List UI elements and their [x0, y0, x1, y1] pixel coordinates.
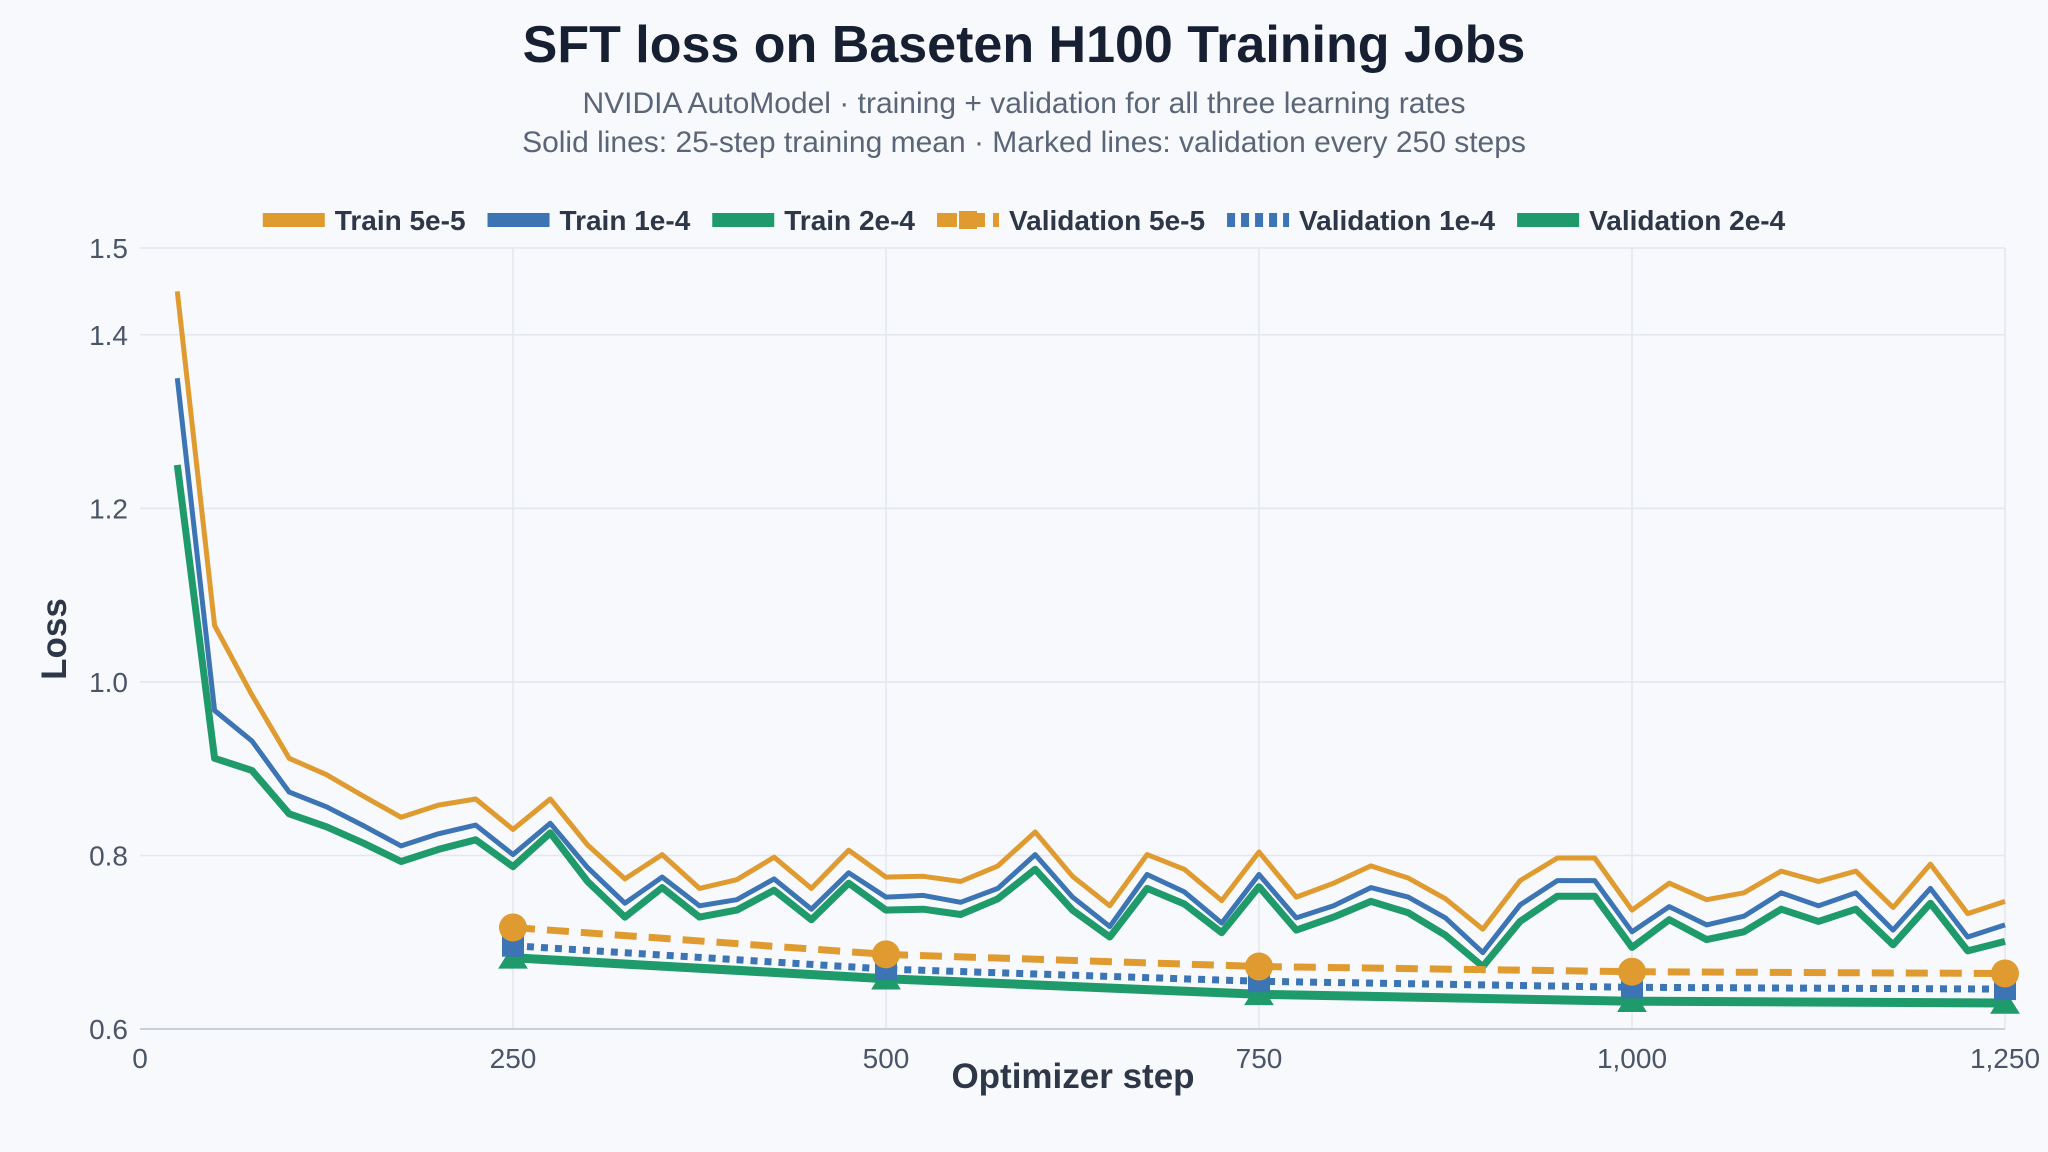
train-1e-4-line — [174, 377, 2006, 956]
y-axis-ticks: 0.6 0.8 1.0 1.2 1.4 1.5 — [89, 233, 128, 1045]
legend-label: Train 1e-4 — [560, 205, 691, 236]
y-tick-label: 0.6 — [89, 1014, 128, 1045]
train-2e-4-line — [173, 464, 2006, 970]
y-tick-label: 1.5 — [89, 233, 128, 264]
validation-5e-5-point — [1991, 959, 2019, 988]
chart-subtitle-line-2: Solid lines: 25-step training mean · Mar… — [522, 126, 1526, 159]
chart-legend: Train 5e-5 Train 1e-4 Train 2e-4 Validation… — [262, 205, 1786, 236]
y-tick-label: 1.2 — [89, 493, 128, 524]
train-5e-5-line — [174, 291, 2006, 932]
chart-subtitle-line-1: NVIDIA AutoModel · training + validation… — [583, 87, 1466, 120]
chart-title: SFT loss on Baseten H100 Training Jobs — [523, 16, 1526, 74]
y-axis-title: Loss — [35, 598, 74, 680]
legend-marker — [958, 211, 977, 229]
legend-item-validation-1e-4: Validation 1e-4 — [1227, 205, 1496, 236]
validation-5e-5-line — [512, 924, 2006, 977]
legend-label: Validation 5e-5 — [1009, 205, 1205, 236]
validation-5e-5-point — [1618, 957, 1646, 986]
validation-2e-4-point — [1617, 988, 1647, 1013]
y-tick-label: 0.8 — [89, 840, 128, 871]
legend-label: Validation 1e-4 — [1299, 205, 1495, 236]
x-tick-label: 0 — [132, 1043, 148, 1074]
x-tick-label: 250 — [490, 1043, 537, 1074]
x-tick-label: 750 — [1236, 1043, 1283, 1074]
legend-item-validation-2e-4: Validation 2e-4 — [1517, 205, 1786, 236]
train-2e-4-series — [173, 464, 2006, 970]
gridlines — [140, 247, 2006, 1029]
x-tick-label: 1,000 — [1597, 1043, 1667, 1074]
x-tick-label: 500 — [863, 1043, 910, 1074]
train-5e-5-series — [174, 291, 2006, 932]
y-tick-label: 1.4 — [89, 320, 128, 351]
validation-5e-5-series — [499, 913, 2019, 988]
legend-item-train-5e-5: Train 5e-5 — [262, 205, 466, 236]
legend-item-train-2e-4: Train 2e-4 — [712, 205, 915, 236]
legend-label: Train 5e-5 — [335, 205, 466, 236]
y-tick-label: 1.0 — [89, 667, 128, 698]
validation-2e-4-point — [1244, 981, 1274, 1006]
series-layer — [173, 291, 2020, 1014]
validation-2e-4-point — [1990, 989, 2020, 1014]
train-1e-4-series — [174, 377, 2006, 956]
validation-5e-5-point — [1245, 952, 1273, 981]
x-axis-title: Optimizer step — [951, 1057, 1194, 1096]
x-tick-label: 1,250 — [1970, 1043, 2040, 1074]
legend-item-train-1e-4: Train 1e-4 — [487, 205, 691, 236]
x-axis-ticks: 0 250 500 750 1,000 1,250 — [132, 1043, 2040, 1074]
validation-5e-5-point — [499, 913, 527, 942]
legend-label: Train 2e-4 — [784, 205, 915, 236]
legend-item-validation-5e-5: Validation 5e-5 — [936, 205, 1205, 236]
validation-5e-5-point — [872, 940, 900, 969]
legend-label: Validation 2e-4 — [1589, 205, 1785, 236]
